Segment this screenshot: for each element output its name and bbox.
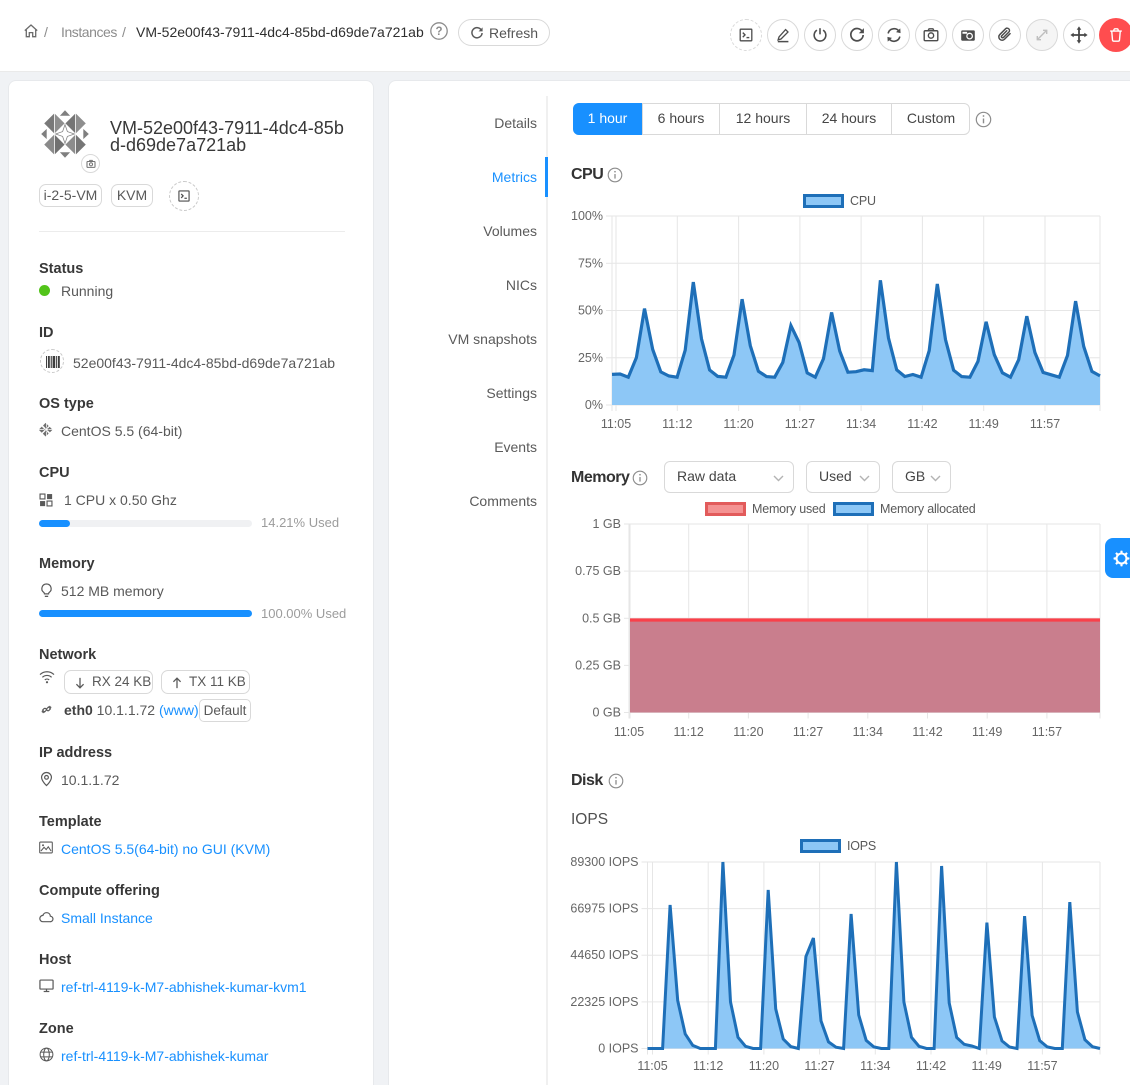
svg-text:?: ? (435, 26, 442, 38)
